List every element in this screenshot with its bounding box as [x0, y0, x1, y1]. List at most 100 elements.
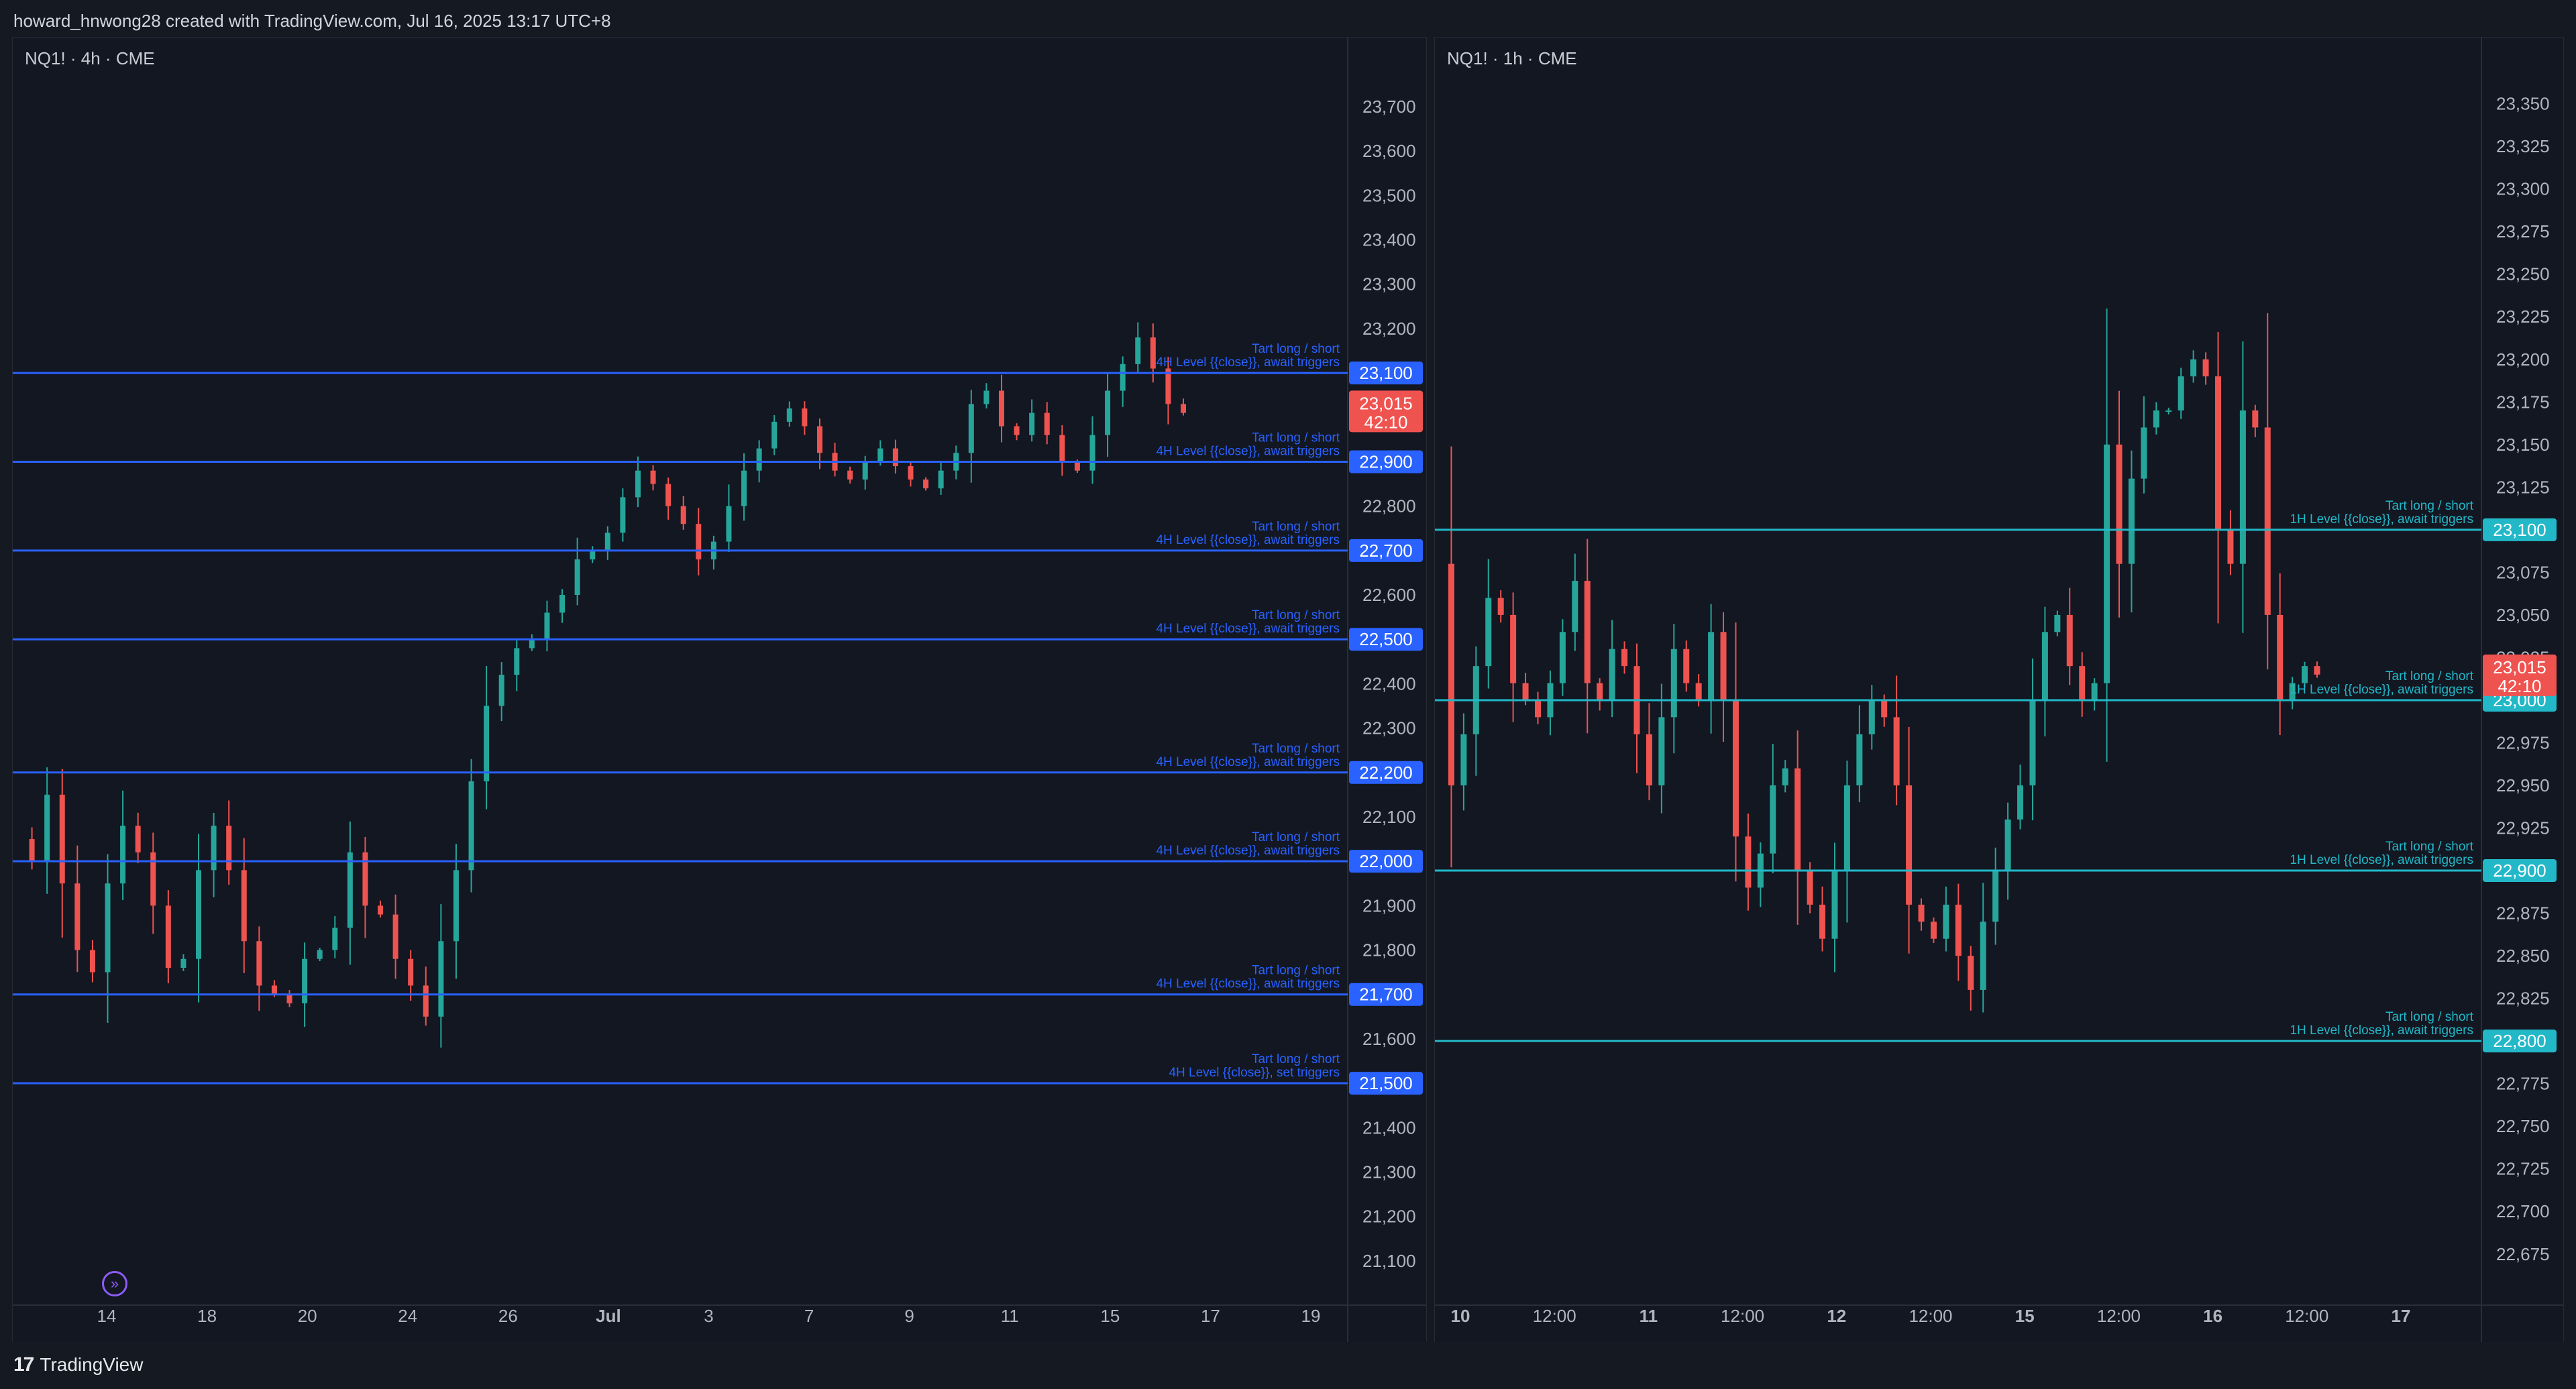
candle: [590, 546, 596, 563]
candle-body: [1992, 871, 1999, 922]
candle-body: [1584, 581, 1591, 683]
level-note-detail: 1H Level {{close}}, await triggers: [2290, 512, 2473, 526]
y-tick-label: 22,675: [2496, 1244, 2550, 1264]
bar-countdown-label: 42:10: [2498, 676, 2541, 696]
level-price-label: 22,900: [1359, 451, 1413, 471]
candle: [1165, 356, 1171, 425]
x-tick-label: 15: [1100, 1306, 1120, 1326]
candle-body: [2227, 529, 2234, 564]
y-tick-label: 23,300: [1362, 274, 1416, 294]
chart-svg-1: 23,350 23,325 23,300 23,275 23,250 23,225 23,2…: [1435, 38, 2563, 1343]
y-tick-label: 23,050: [2496, 605, 2550, 625]
candle-body: [741, 470, 747, 506]
candle-body: [2029, 700, 2036, 785]
candle: [1559, 619, 1566, 696]
candle-body: [453, 870, 459, 942]
level-note-title: Tart long / short: [1252, 742, 1340, 756]
level-price-label: 22,800: [2493, 1031, 2546, 1051]
candle-body: [2215, 376, 2222, 530]
candle: [983, 383, 989, 408]
candle: [256, 926, 262, 1011]
candle-body: [998, 390, 1004, 427]
y-tick-label: 22,300: [1362, 718, 1416, 738]
candle: [1782, 760, 1788, 793]
candle-body: [1708, 632, 1715, 700]
chart-svg-0: 23,700 23,600 23,500 23,400 23,300 23,200 23,1…: [13, 38, 1426, 1343]
go-to-realtime-icon[interactable]: »: [102, 1271, 127, 1296]
candle: [29, 827, 35, 870]
candle-body: [332, 928, 338, 950]
y-tick-label: 22,950: [2496, 775, 2550, 795]
level-note-detail: 4H Level {{close}}, await triggers: [1156, 977, 1340, 991]
level-note-title: Tart long / short: [1252, 520, 1340, 534]
chart-pane-4h[interactable]: 23,700 23,600 23,500 23,400 23,300 23,200 23,1…: [12, 37, 1427, 1343]
level-price-tag: [1349, 850, 1423, 873]
candle-body: [484, 706, 490, 781]
candle-body: [1485, 598, 1492, 667]
x-tick-label: 12:00: [2285, 1306, 2328, 1326]
candle-body: [286, 994, 292, 1003]
candle: [59, 769, 65, 938]
candle: [120, 790, 126, 901]
candle-body: [1534, 700, 1541, 718]
candle: [2190, 350, 2197, 383]
candle-body: [1881, 700, 1888, 718]
current-price-label: 23,015: [2493, 657, 2546, 677]
candle: [1955, 883, 1962, 981]
candle-body: [2178, 376, 2184, 410]
candle: [1930, 917, 1937, 944]
candle: [696, 508, 702, 575]
candle-body: [1843, 785, 1850, 871]
candle: [2314, 661, 2320, 678]
candle-body: [1955, 904, 1962, 956]
candle-body: [877, 448, 883, 462]
y-tick-label: 21,300: [1362, 1162, 1416, 1182]
candle: [423, 966, 429, 1026]
candle: [726, 484, 732, 552]
candle-body: [514, 648, 520, 675]
candle: [2128, 450, 2135, 613]
candle: [165, 890, 171, 984]
candle-body: [1120, 364, 1126, 391]
y-tick-label: 22,825: [2496, 989, 2550, 1009]
candle-body: [2079, 666, 2086, 700]
candle: [1534, 691, 1541, 724]
candle: [2264, 313, 2271, 669]
candle-body: [604, 533, 610, 551]
level-note-detail: 4H Level {{close}}, await triggers: [1156, 622, 1340, 636]
candle: [832, 443, 838, 477]
candle: [105, 854, 111, 1023]
x-tick-label: 16: [2203, 1306, 2222, 1326]
candle-body: [302, 958, 308, 1003]
candle-body: [1089, 435, 1095, 471]
candle-body: [1621, 649, 1628, 667]
chart-pane-1h[interactable]: 23,350 23,325 23,300 23,275 23,250 23,225 23,2…: [1434, 37, 2564, 1343]
candle-body: [1059, 435, 1065, 462]
candle: [135, 812, 141, 864]
y-tick-label: 23,200: [1362, 319, 1416, 339]
candle-body: [44, 794, 50, 862]
candle: [1472, 646, 1479, 776]
candle: [1695, 674, 1702, 707]
candle-body: [74, 883, 80, 950]
tradingview-brand: TradingView: [40, 1354, 144, 1375]
candle: [1181, 398, 1186, 416]
candle-body: [241, 870, 247, 942]
candle-body: [1819, 904, 1826, 939]
candle: [241, 838, 247, 973]
candle: [998, 374, 1004, 443]
y-tick-label: 22,775: [2496, 1074, 2550, 1094]
level-note-detail: 4H Level {{close}}, await triggers: [1156, 355, 1340, 370]
candle-body: [620, 497, 626, 533]
candle: [1120, 356, 1126, 407]
level-note-title: Tart long / short: [2385, 840, 2474, 854]
current-price-tag: [1349, 390, 1423, 433]
candle-body: [271, 985, 277, 995]
candle-body: [1943, 904, 1949, 939]
candle: [2302, 661, 2308, 687]
candle: [1448, 446, 1454, 868]
candle: [771, 414, 777, 455]
candle: [1670, 624, 1677, 754]
candle: [620, 488, 626, 542]
y-tick-label: 23,200: [2496, 349, 2550, 370]
